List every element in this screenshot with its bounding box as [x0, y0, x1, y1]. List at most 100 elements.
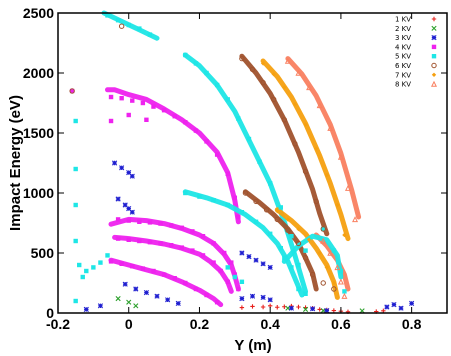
point-5-kv	[84, 268, 89, 274]
y-tick-label: 500	[31, 245, 55, 261]
point-6-kv	[242, 190, 249, 196]
point-3-kv	[97, 303, 104, 309]
point-5-kv	[267, 181, 273, 186]
point-5-kv	[239, 279, 245, 284]
point-5-kv	[98, 260, 103, 265]
point-5-kv	[246, 136, 252, 142]
point-6-kv	[271, 96, 277, 103]
point-5-kv	[236, 116, 241, 121]
point-4-kv	[168, 223, 174, 228]
y-tick-label: 2500	[23, 5, 54, 21]
legend-label: 5 KV	[395, 53, 411, 61]
plot-frame	[57, 12, 448, 314]
point-6-kv	[285, 227, 291, 233]
point-4-kv	[69, 88, 75, 94]
point-3-kv	[409, 300, 415, 306]
point-6-kv	[281, 117, 288, 123]
point-4-kv	[183, 280, 188, 286]
point-3-kv	[267, 297, 273, 303]
point-7-kv	[313, 146, 319, 151]
point-4-kv	[236, 286, 241, 292]
point-3-kv	[398, 305, 404, 311]
point-4-kv	[172, 276, 177, 281]
band-5-kv	[182, 189, 305, 298]
point-6-kv	[313, 198, 319, 205]
point-4-kv	[229, 260, 234, 265]
legend-marker	[431, 44, 437, 50]
point-4-kv	[204, 292, 209, 298]
point-5-kv	[289, 265, 294, 270]
point-4-kv	[232, 272, 238, 277]
point-4-kv	[161, 272, 167, 277]
point-5-kv	[289, 234, 294, 239]
point-5-kv	[303, 291, 308, 296]
point-3-kv	[324, 308, 330, 314]
point-4-kv	[147, 220, 153, 225]
point-4-kv	[137, 219, 142, 224]
point-5-kv	[183, 52, 188, 58]
point-6-kv	[320, 280, 326, 286]
point-4-kv	[130, 98, 135, 103]
point-6-kv	[292, 141, 298, 147]
legend-label: 4 KV	[395, 43, 411, 51]
point-1-kv	[296, 304, 301, 310]
point-5-kv	[147, 32, 153, 37]
point-5-kv	[73, 166, 78, 172]
point-4-kv	[211, 260, 216, 265]
point-3-kv	[83, 306, 89, 312]
point-5-kv	[204, 70, 209, 76]
point-3-kv	[115, 196, 121, 202]
point-3-kv	[391, 302, 397, 308]
y-tick-label: 0	[46, 305, 54, 321]
y-axis-label: Impact Energy (eV)	[7, 95, 24, 231]
point-3-kv	[384, 304, 390, 310]
point-7-kv	[331, 280, 337, 286]
point-5-kv	[232, 274, 238, 280]
point-3-kv	[310, 306, 316, 312]
point-6-kv	[69, 88, 75, 94]
legend: 1 KV2 KV3 KV4 KV 5 KV6 KV7 KV 8 KV	[395, 16, 438, 89]
point-3-kv	[239, 296, 245, 302]
point-3-kv	[165, 297, 171, 303]
point-5-kv	[278, 205, 283, 210]
point-3-kv	[253, 257, 259, 263]
point-5-kv	[342, 289, 347, 294]
point-2-kv	[133, 303, 139, 309]
legend-marker	[431, 72, 437, 77]
point-3-kv	[154, 293, 160, 299]
point-6-kv	[239, 55, 245, 62]
point-6-kv	[260, 79, 266, 86]
point-4-kv	[126, 112, 131, 118]
point-6-kv	[302, 168, 309, 175]
point-8-kv	[327, 249, 334, 256]
point-4-kv	[200, 234, 206, 239]
point-4-kv	[225, 171, 230, 176]
point-5-kv	[73, 202, 78, 208]
point-5-kv	[282, 255, 287, 260]
band-8-kv	[285, 56, 362, 220]
point-4-kv	[211, 241, 216, 246]
point-5-kv	[183, 190, 188, 196]
point-4-kv	[179, 225, 184, 230]
point-5-kv	[239, 210, 245, 215]
point-5-kv	[278, 246, 283, 251]
point-4-kv	[151, 104, 156, 109]
y-tick-label: 1500	[23, 125, 54, 141]
point-4-kv	[183, 120, 188, 125]
point-5-kv	[73, 118, 78, 124]
point-5-kv	[77, 262, 82, 268]
point-3-kv	[126, 170, 132, 176]
point-3-kv	[246, 254, 252, 260]
point-6-kv	[302, 255, 309, 261]
point-5-kv	[80, 274, 85, 280]
legend-marker	[431, 16, 437, 22]
point-7-kv	[275, 208, 280, 214]
point-4-kv	[115, 236, 121, 241]
point-5-kv	[105, 253, 110, 258]
point-5-kv	[73, 298, 78, 304]
point-8-kv	[337, 153, 344, 160]
point-7-kv	[292, 102, 298, 107]
point-2-kv	[126, 299, 132, 305]
x-tick-label: 0.4	[260, 316, 280, 332]
point-4-kv	[200, 253, 206, 258]
